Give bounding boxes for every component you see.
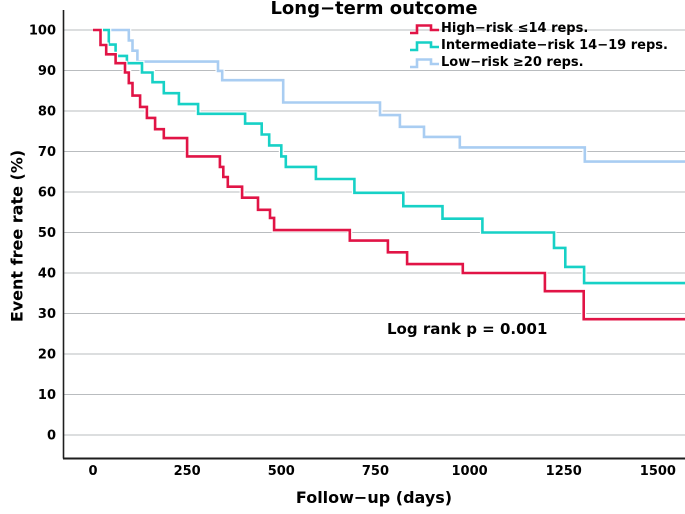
legend-item-intermediate-risk: Intermediate−risk 14−19 reps. <box>409 37 668 54</box>
survival-curve-low-risk <box>93 28 685 163</box>
legend-item-label: High−risk ≤14 reps. <box>441 21 589 36</box>
legend-item-high-risk: High−risk ≤14 reps. <box>409 20 668 37</box>
survival-curve-high-risk <box>93 28 685 321</box>
legend-item-label: Intermediate−risk 14−19 reps. <box>441 38 668 53</box>
chart-title: Long−term outcome <box>270 0 478 19</box>
y-tick-label: 30 <box>38 307 56 322</box>
legend-item-label: Low−risk ≥20 reps. <box>441 55 584 70</box>
survival-curve-intermediate-risk <box>93 28 685 285</box>
x-axis-title: Follow−up (days) <box>295 488 453 507</box>
y-tick-label: 0 <box>47 429 56 444</box>
x-tick-label: 250 <box>174 464 201 479</box>
y-axis-title: Event free rate (%) <box>7 149 27 323</box>
x-tick-label: 0 <box>88 464 97 479</box>
y-tick-label: 90 <box>38 64 56 79</box>
x-tick-label: 1250 <box>546 464 582 479</box>
y-tick-label: 100 <box>29 24 56 39</box>
y-tick-label: 50 <box>38 226 56 241</box>
y-tick-label: 80 <box>38 105 56 120</box>
legend-key-line-icon <box>410 58 439 69</box>
y-tick-label: 70 <box>38 145 56 160</box>
x-tick-label: 1500 <box>640 464 676 479</box>
legend-key-line-icon <box>410 41 439 52</box>
y-tick-label: 40 <box>38 267 56 282</box>
y-tick-label: 10 <box>38 388 56 403</box>
x-tick-label: 750 <box>362 464 389 479</box>
y-tick-label: 20 <box>38 348 56 363</box>
x-tick-label: 1000 <box>452 464 488 479</box>
legend-item-low-risk: Low−risk ≥20 reps. <box>409 54 668 71</box>
survival-curve-high-risk-casing <box>93 27 685 322</box>
y-tick-label: 60 <box>38 186 56 201</box>
legend: High−risk ≤14 reps. Intermediate−risk 14… <box>409 20 668 71</box>
x-tick-label: 500 <box>268 464 295 479</box>
log-rank-annotation: Log rank p = 0.001 <box>387 320 548 338</box>
legend-key-line-icon <box>410 24 439 35</box>
